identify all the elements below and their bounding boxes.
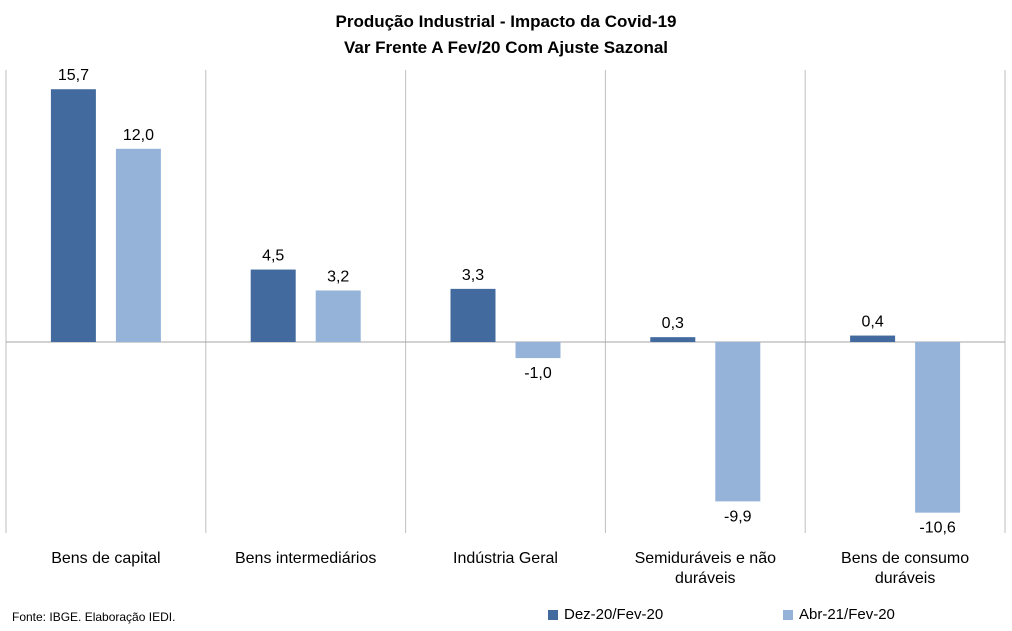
legend-item-series-2: Abr-21/Fev-20	[783, 606, 895, 623]
category-label: Bens intermediários	[235, 550, 376, 567]
legend-item-series-1: Dez-20/Fev-20	[548, 606, 663, 623]
bar-2-3	[515, 342, 561, 359]
data-label: 15,7	[58, 67, 89, 84]
bar-2-1	[115, 148, 161, 342]
legend-swatch	[548, 609, 558, 620]
bar-1-4	[650, 337, 696, 342]
bar-2-5	[915, 342, 961, 513]
data-label: 4,5	[262, 248, 284, 265]
category-label: Bens de capital	[51, 550, 160, 567]
bar-2-2	[315, 290, 361, 342]
data-label: 3,3	[462, 267, 484, 284]
category-label: Indústria Geral	[453, 550, 558, 567]
category-label: Bens de consumo duráveis	[841, 550, 969, 587]
chart-title: Produção Industrial - Impacto da Covid-1…	[335, 12, 677, 31]
legend-label: Dez-20/Fev-20	[564, 606, 664, 623]
data-label: 0,4	[861, 314, 883, 331]
category-label: Semiduráveis e não duráveis	[635, 550, 777, 587]
bar-2-4	[715, 342, 761, 502]
legend-swatch	[783, 609, 793, 620]
bar-1-1	[50, 89, 96, 342]
source-note: Fonte: IBGE. Elaboração IEDI.	[12, 610, 176, 624]
legend-label: Abr-21/Fev-20	[799, 606, 895, 623]
data-label: 0,3	[662, 315, 684, 332]
data-label: -1,0	[524, 365, 552, 382]
data-label: -10,6	[919, 520, 956, 537]
bar-1-5	[850, 335, 896, 342]
bar-1-2	[250, 269, 296, 342]
data-label: 12,0	[123, 127, 154, 144]
data-label: -9,9	[724, 508, 752, 525]
data-label: 3,2	[327, 268, 349, 285]
bar-1-3	[450, 288, 496, 342]
chart-subtitle: Var Frente A Fev/20 Com Ajuste Sazonal	[343, 38, 669, 57]
